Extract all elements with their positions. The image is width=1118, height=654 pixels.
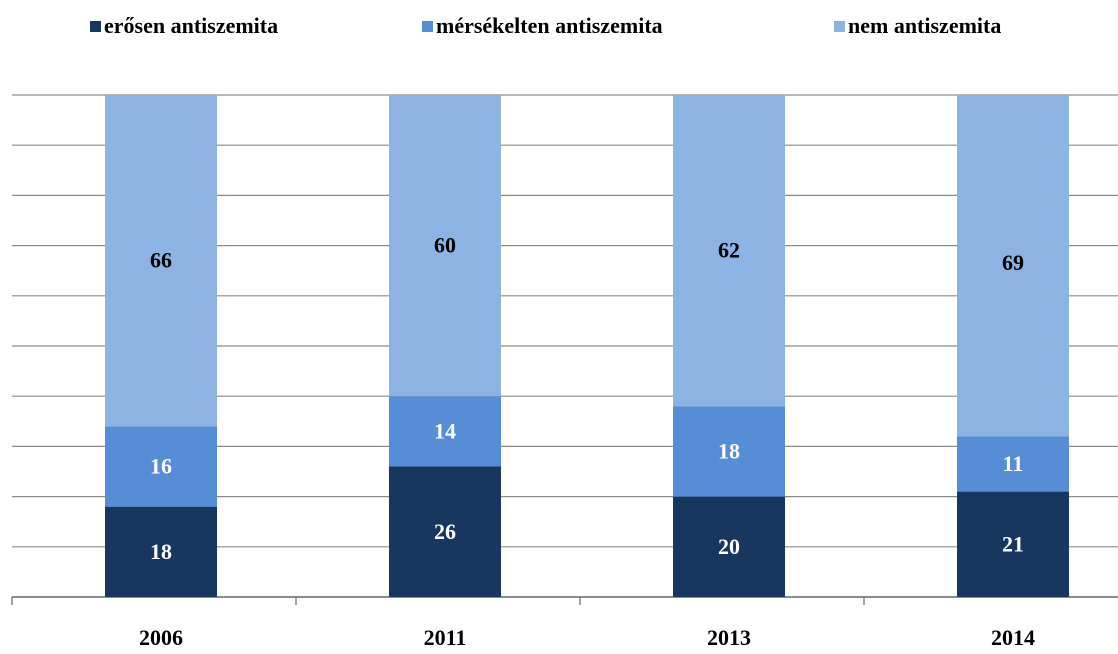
data-label: 66	[150, 248, 172, 273]
bar-segment	[105, 95, 217, 427]
data-label: 20	[718, 534, 740, 559]
bar-segment	[673, 406, 785, 497]
bar-segment	[105, 506, 217, 597]
data-label: 69	[1002, 250, 1024, 275]
bar-segment	[673, 496, 785, 597]
legend-swatch	[90, 21, 101, 32]
x-tick-label: 2013	[707, 625, 751, 650]
data-label: 16	[150, 454, 172, 479]
bar-segment	[389, 396, 501, 467]
legend-label: nem antiszemita	[848, 13, 1001, 38]
bar-segment	[673, 95, 785, 407]
x-tick-label: 2014	[991, 625, 1035, 650]
data-label: 21	[1002, 531, 1024, 556]
data-label: 18	[718, 438, 740, 463]
legend-swatch	[422, 21, 433, 32]
data-label: 60	[434, 233, 456, 258]
x-tick-label: 2006	[139, 625, 183, 650]
bar-segment	[389, 466, 501, 597]
bars	[105, 95, 1069, 597]
x-tick-label: 2011	[424, 625, 467, 650]
data-label: 62	[718, 238, 740, 263]
bar-segment	[957, 436, 1069, 492]
data-label: 26	[434, 519, 456, 544]
bar-segment	[957, 491, 1069, 597]
data-label: 18	[150, 539, 172, 564]
legend-swatch	[834, 21, 845, 32]
data-label: 11	[1003, 451, 1024, 476]
bar-segment	[389, 95, 501, 397]
bar-segment	[957, 95, 1069, 437]
data-label: 14	[434, 418, 456, 443]
legend-label: erősen antiszemita	[104, 13, 278, 38]
legend-label: mérsékelten antiszemita	[436, 13, 663, 38]
bar-segment	[105, 426, 217, 507]
